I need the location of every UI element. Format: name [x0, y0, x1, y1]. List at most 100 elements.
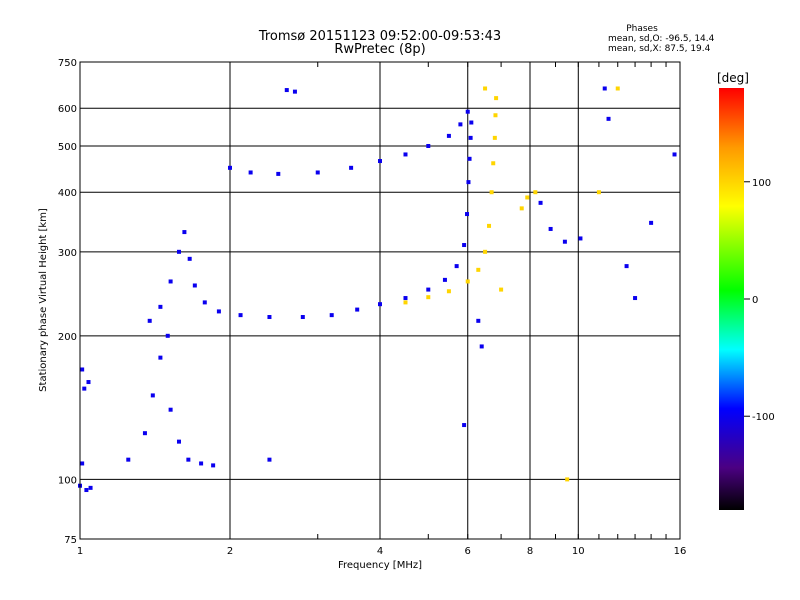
echo-point	[349, 165, 354, 170]
x-tick-label: 6	[465, 546, 471, 557]
echo-point	[596, 190, 601, 195]
plot-frame	[79, 61, 681, 540]
echo-point	[228, 165, 232, 170]
phase-stats-x: mean, sd,X: 87.5, 19.4	[608, 44, 711, 54]
echo-point	[267, 457, 272, 462]
echo-point	[86, 380, 91, 385]
echo-point	[548, 226, 553, 231]
colorbar-label: [deg]	[717, 71, 749, 85]
echo-point	[315, 170, 320, 175]
echo-point	[426, 295, 431, 300]
echo-point	[238, 313, 243, 318]
echo-point	[469, 120, 474, 125]
echo-point	[492, 135, 497, 140]
echo-point	[168, 407, 173, 412]
echo-point	[466, 180, 471, 185]
echo-point	[199, 461, 204, 466]
phase-stats-o: mean, sd,O: -96.5, 14.4	[608, 34, 715, 44]
echo-point	[649, 220, 654, 225]
echo-point	[147, 318, 152, 323]
scatter-points	[78, 86, 677, 493]
echo-point	[462, 423, 467, 428]
y-tick-label: 75	[64, 535, 77, 546]
echo-point	[378, 302, 382, 307]
echo-point	[426, 287, 431, 292]
echo-point	[403, 296, 408, 301]
echo-point	[483, 86, 488, 91]
echo-point	[565, 477, 570, 482]
y-tick-label: 750	[58, 58, 77, 69]
echo-point	[468, 135, 473, 140]
echo-point	[182, 230, 187, 235]
colorbar	[719, 88, 744, 510]
y-tick-label: 500	[58, 142, 77, 153]
x-tick-label: 16	[674, 546, 687, 557]
echo-point	[602, 86, 607, 91]
echo-point	[578, 236, 583, 241]
phase-stats-title: Phases	[626, 24, 658, 34]
x-tick-label: 8	[527, 546, 533, 557]
echo-point	[462, 243, 467, 248]
echo-point	[292, 89, 297, 94]
echo-point	[633, 296, 638, 301]
echo-point	[168, 279, 173, 284]
echo-point	[176, 439, 181, 444]
echo-point	[267, 315, 272, 320]
echo-point	[88, 485, 93, 490]
echo-point	[276, 171, 281, 176]
echo-point	[454, 264, 459, 269]
echo-point	[403, 152, 408, 157]
echo-point	[300, 315, 305, 320]
echo-point	[494, 96, 499, 101]
echo-point	[84, 488, 89, 493]
echo-point	[615, 86, 620, 91]
echo-point	[624, 264, 629, 269]
echo-point	[248, 170, 253, 175]
echo-point	[465, 212, 470, 217]
echo-point	[211, 463, 216, 468]
echo-point	[216, 309, 221, 314]
x-tick-label: 10	[572, 546, 585, 557]
y-tick-label: 300	[58, 248, 77, 259]
echo-point	[378, 159, 382, 164]
colorbar-tick-label: -100	[752, 412, 775, 423]
echo-point	[538, 200, 543, 205]
y-axis-label: Stationary phase Virtual Height [km]	[38, 208, 49, 392]
x-tick-labels: 1 2 4 6 8 10 16	[77, 546, 687, 557]
echo-point	[519, 206, 524, 211]
colorbar-ticks: 100 0 -100	[744, 178, 775, 423]
y-tick-label: 200	[58, 332, 77, 343]
echo-point	[442, 277, 447, 282]
echo-point	[158, 355, 163, 360]
echo-point	[186, 457, 191, 462]
echo-point	[487, 223, 492, 228]
echo-point	[187, 256, 192, 261]
echo-point	[82, 386, 87, 391]
y-tick-label: 100	[58, 475, 77, 486]
echo-point	[606, 116, 611, 121]
y-tick-label: 600	[58, 104, 77, 115]
echo-point	[499, 287, 504, 292]
x-tick-label: 2	[227, 546, 233, 557]
echo-point	[165, 333, 170, 338]
echo-point	[672, 152, 677, 157]
echo-point	[192, 283, 197, 288]
echo-point	[465, 279, 470, 284]
x-tick-label: 1	[77, 546, 83, 557]
colorbar-tick-label: 0	[752, 295, 758, 306]
phase-stats: Phases mean, sd,O: -96.5, 14.4 mean, sd,…	[608, 24, 715, 54]
grid	[79, 62, 681, 539]
y-tick-label: 400	[58, 188, 77, 199]
colorbar-tick-label: 100	[752, 178, 771, 189]
echo-point	[80, 367, 85, 372]
echo-point	[483, 249, 488, 254]
echo-point	[479, 344, 484, 349]
echo-point	[202, 300, 207, 305]
echo-point	[158, 304, 163, 309]
echo-point	[284, 88, 289, 93]
echo-point	[80, 461, 85, 466]
echo-point	[446, 289, 451, 294]
echo-point	[467, 156, 472, 161]
chart-title: Tromsø 20151123 09:52:00-09:53:43	[258, 29, 501, 44]
